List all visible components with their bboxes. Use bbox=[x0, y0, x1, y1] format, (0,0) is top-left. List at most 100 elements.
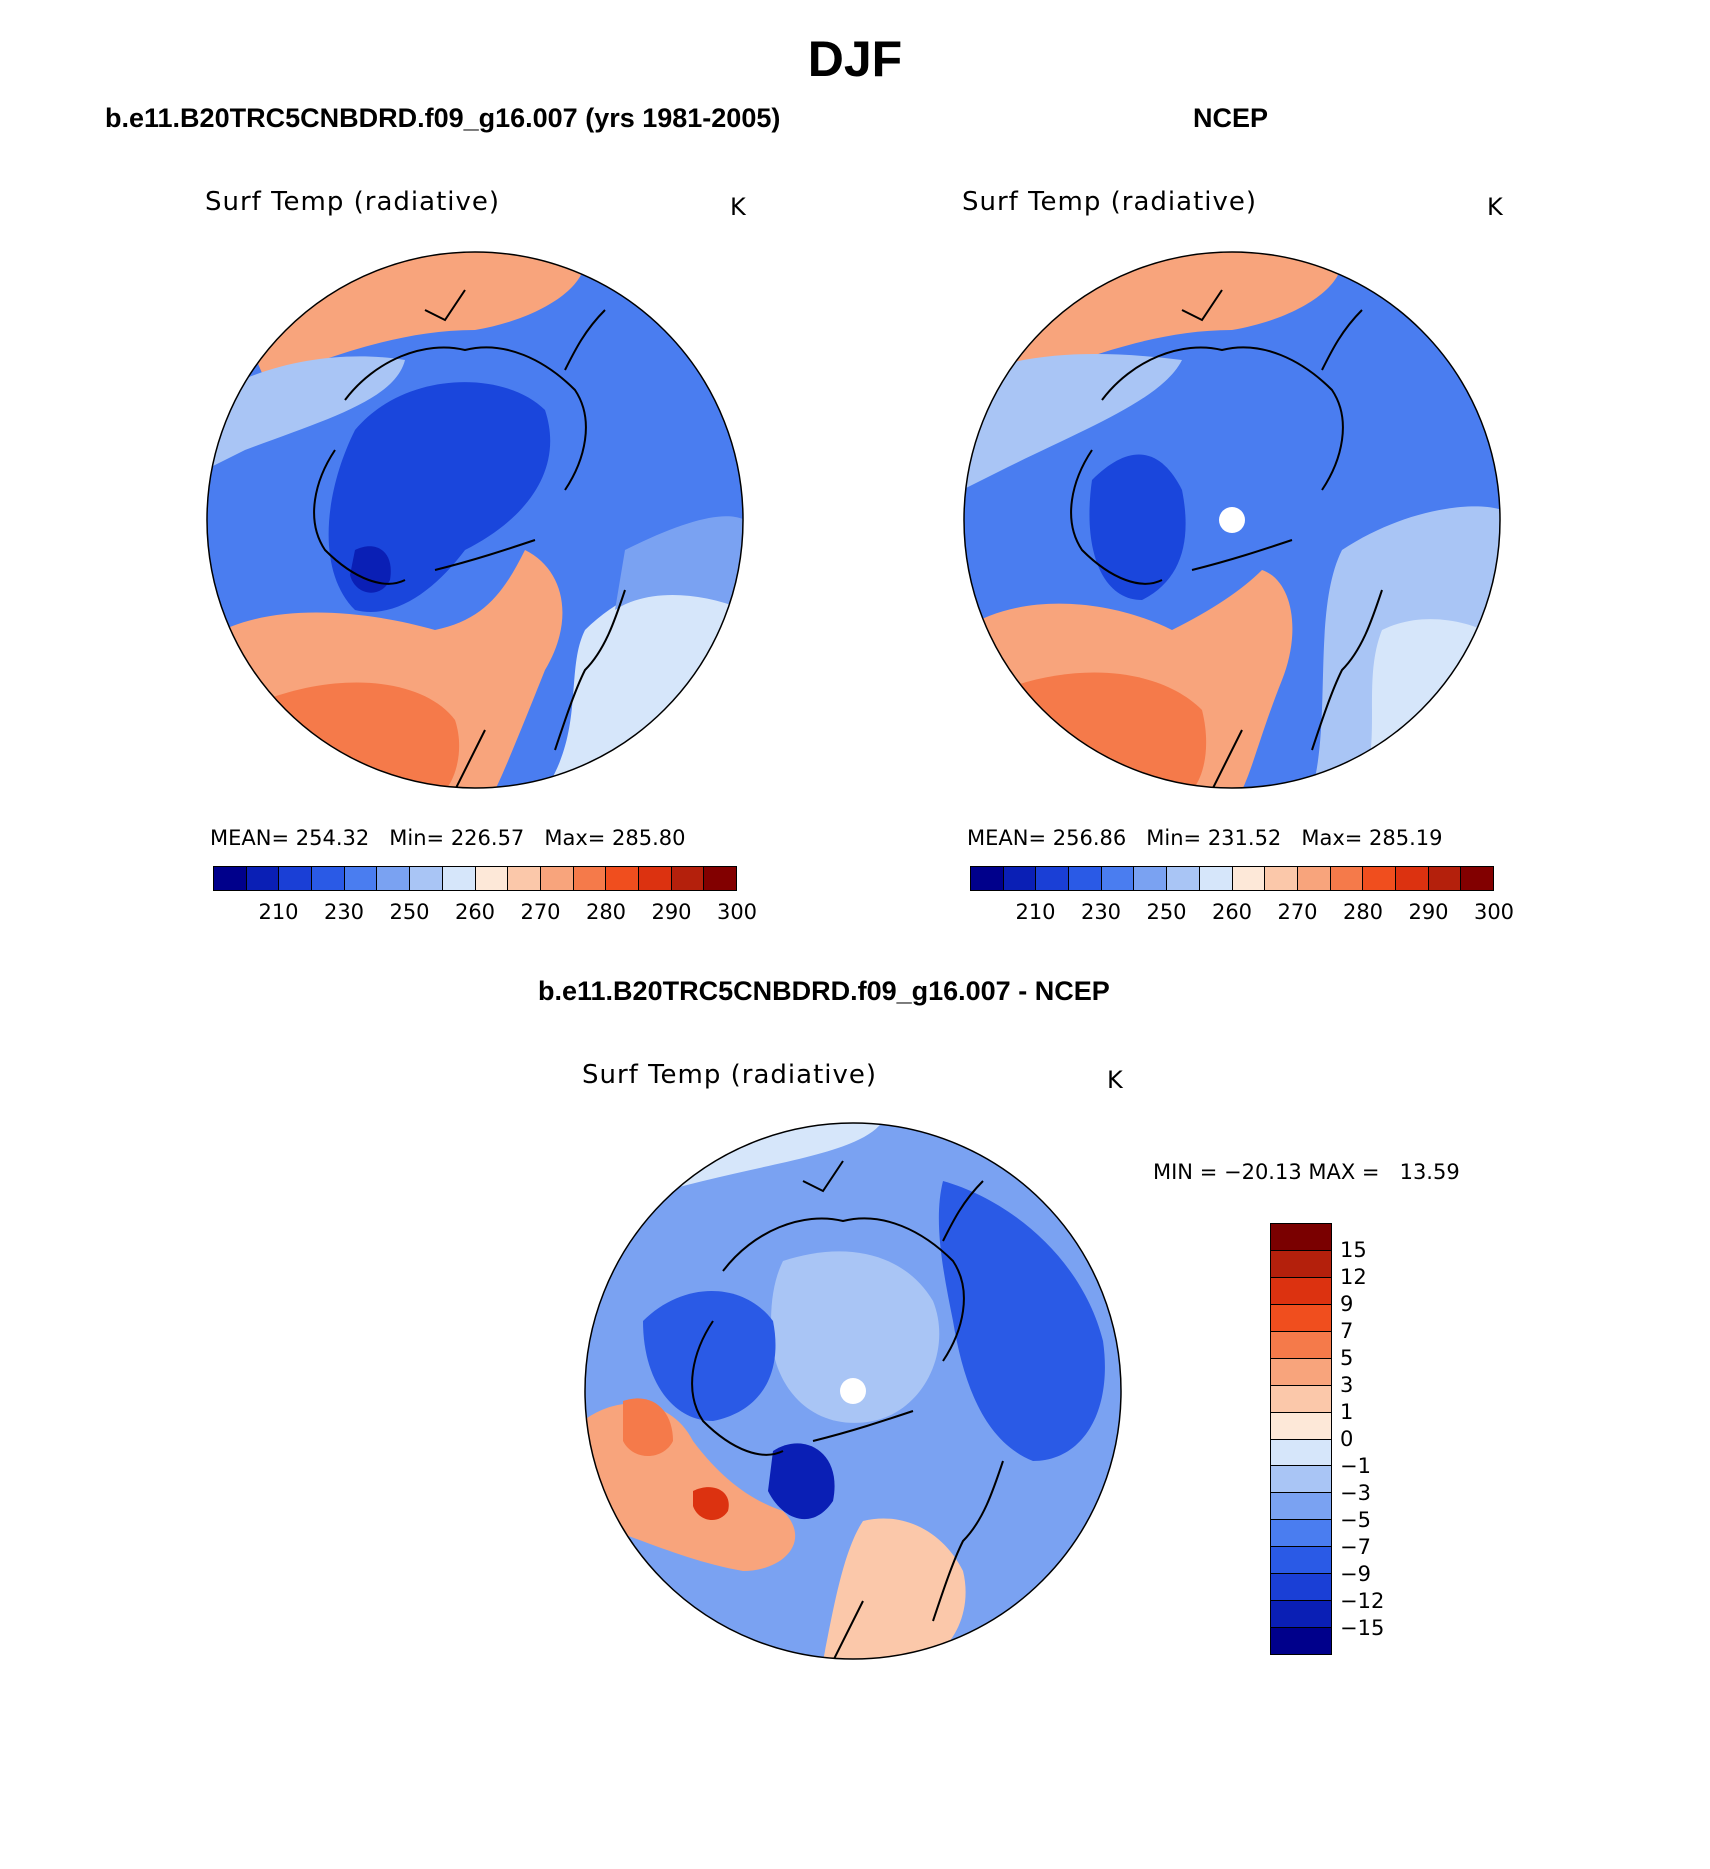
diff-colorbar-tick-label: 5 bbox=[1340, 1346, 1354, 1370]
obs-colorbar-tick-label: 300 bbox=[1473, 900, 1515, 924]
obs-pole-missing-data bbox=[1219, 507, 1245, 533]
obs-max-value: 285.19 bbox=[1369, 826, 1443, 850]
model-colorbar-swatch bbox=[344, 867, 378, 890]
obs-stats: MEAN= 256.86 Min= 231.52 Max= 285.19 bbox=[967, 826, 1443, 850]
obs-colorbar-swatch bbox=[1134, 867, 1168, 890]
model-min-label: Min= bbox=[389, 826, 445, 850]
obs-colorbar-swatch bbox=[1428, 867, 1462, 890]
diff-max-label: MAX = bbox=[1308, 1160, 1380, 1184]
obs-colorbar-swatch bbox=[1036, 867, 1070, 890]
diff-colorbar-tick-label: 9 bbox=[1340, 1292, 1354, 1316]
diff-colorbar-swatch bbox=[1271, 1628, 1331, 1654]
obs-colorbar-swatch bbox=[1297, 867, 1331, 890]
diff-max-value: 13.59 bbox=[1399, 1160, 1460, 1184]
obs-min-value: 231.52 bbox=[1207, 826, 1282, 850]
obs-colorbar-swatch bbox=[1265, 867, 1298, 890]
model-map-border bbox=[206, 251, 744, 789]
obs-mild-pacific-region bbox=[964, 354, 1182, 490]
model-max-label: Max= bbox=[544, 826, 606, 850]
diff-hot-spot bbox=[693, 1487, 729, 1521]
model-colorbar-swatch bbox=[671, 867, 705, 890]
diff-colorbar-swatch bbox=[1271, 1493, 1331, 1521]
diff-near-zero-pole-region bbox=[771, 1251, 940, 1423]
obs-colorbar-swatch bbox=[1167, 867, 1200, 890]
diff-min-label: MIN = bbox=[1153, 1160, 1218, 1184]
diff-colorbar-tick-label: −15 bbox=[1340, 1616, 1385, 1640]
diff-coldest-canada-region bbox=[768, 1443, 835, 1520]
obs-colorbar-swatch bbox=[1232, 867, 1266, 890]
model-coastline bbox=[313, 289, 626, 788]
diff-colorbar-tick-label: 1 bbox=[1340, 1400, 1354, 1424]
obs-units-label: K bbox=[1487, 193, 1503, 221]
obs-polar-map bbox=[963, 251, 1501, 789]
model-colorbar-swatch bbox=[573, 867, 607, 890]
diff-colorbar-swatch bbox=[1271, 1520, 1331, 1548]
model-colorbar-swatch bbox=[214, 867, 247, 890]
diff-variable-label: Surf Temp (radiative) bbox=[582, 1060, 878, 1090]
model-stats: MEAN= 254.32 Min= 226.57 Max= 285.80 bbox=[210, 826, 686, 850]
diff-pole-missing-data bbox=[840, 1378, 866, 1404]
obs-colorbar-ticks: 210 230 250 260 270 280 290 300 bbox=[970, 900, 1514, 928]
diff-colorbar-tick-label: 7 bbox=[1340, 1319, 1354, 1343]
model-colorbar-swatch bbox=[704, 867, 736, 890]
diff-hot-alaska-region bbox=[623, 1398, 673, 1456]
diff-colorbar-tick-label: 12 bbox=[1340, 1265, 1367, 1289]
obs-colorbar-tick-label: 280 bbox=[1342, 900, 1384, 924]
diff-colorbar-swatch bbox=[1271, 1574, 1331, 1602]
diff-colorbar-tick-label: 3 bbox=[1340, 1373, 1354, 1397]
diff-cold-canada-region bbox=[643, 1291, 776, 1421]
obs-panel-title: NCEP bbox=[1193, 103, 1269, 133]
diff-colorbar-swatch bbox=[1271, 1224, 1331, 1251]
diff-colorbar-swatch bbox=[1271, 1277, 1331, 1305]
model-colorbar-tick-label: 280 bbox=[585, 900, 627, 924]
obs-colorbar-tick-label: 290 bbox=[1408, 900, 1449, 924]
diff-colorbar-swatch bbox=[1271, 1358, 1331, 1386]
diff-cold-eurasia-region bbox=[938, 1181, 1105, 1461]
diff-colorbar-swatch bbox=[1271, 1547, 1331, 1575]
model-mid-eurasia-region bbox=[615, 516, 743, 610]
obs-mean-value: 256.86 bbox=[1052, 826, 1127, 850]
diff-colorbar-swatch bbox=[1271, 1601, 1331, 1629]
diff-colorbar-swatch bbox=[1271, 1331, 1331, 1359]
model-colorbar-swatch bbox=[540, 867, 574, 890]
model-units-label: K bbox=[730, 193, 746, 221]
obs-colorbar-swatch bbox=[971, 867, 1004, 890]
model-mild-pacific-region bbox=[207, 356, 405, 470]
obs-mean-label: MEAN= bbox=[967, 826, 1047, 850]
obs-colorbar-tick-label: 210 bbox=[1015, 900, 1056, 924]
model-colorbar-swatch bbox=[246, 867, 280, 890]
diff-stats: MIN = −20.13 MAX = 13.59 bbox=[1153, 1160, 1460, 1184]
diff-panel-title: b.e11.B20TRC5CNBDRD.f09_g16.007 - NCEP bbox=[538, 976, 1110, 1006]
obs-variable-label: Surf Temp (radiative) bbox=[962, 187, 1258, 217]
model-colorbar-tick-label: 300 bbox=[716, 900, 758, 924]
diff-map-border bbox=[584, 1122, 1122, 1660]
obs-colorbar-swatch bbox=[1003, 867, 1037, 890]
model-colorbar-swatch bbox=[442, 867, 476, 890]
obs-min-label: Min= bbox=[1146, 826, 1202, 850]
model-colorbar-tick-label: 250 bbox=[389, 900, 430, 924]
obs-colorbar-swatch bbox=[1461, 867, 1493, 890]
diff-min-value: −20.13 bbox=[1223, 1160, 1302, 1184]
model-colorbar-tick-label: 290 bbox=[651, 900, 692, 924]
model-colorbar-ticks: 210 230 250 260 270 280 290 300 bbox=[213, 900, 757, 928]
figure-title: DJF bbox=[807, 31, 903, 87]
diff-colorbar-tick-label: −1 bbox=[1340, 1454, 1371, 1478]
diff-colorbar-swatch bbox=[1271, 1439, 1331, 1467]
obs-light-eurasia-region bbox=[1362, 619, 1500, 788]
model-min-value: 226.57 bbox=[450, 826, 525, 850]
diff-colorbar-swatch bbox=[1271, 1250, 1331, 1278]
obs-colorbar-swatch bbox=[1069, 867, 1102, 890]
obs-colorbar-swatch bbox=[1363, 867, 1396, 890]
model-colorbar-swatch bbox=[508, 867, 541, 890]
model-colorbar-tick-label: 210 bbox=[258, 900, 299, 924]
diff-colorbar-swatch bbox=[1271, 1304, 1331, 1332]
model-variable-label: Surf Temp (radiative) bbox=[205, 187, 501, 217]
diff-colorbar-swatch bbox=[1271, 1385, 1331, 1413]
obs-colorbar-swatch bbox=[1101, 867, 1135, 890]
obs-deep-cold-core bbox=[1089, 454, 1186, 600]
model-mean-value: 254.32 bbox=[295, 826, 370, 850]
diff-colorbar-tick-label: 15 bbox=[1340, 1238, 1367, 1262]
model-mean-label: MEAN= bbox=[210, 826, 290, 850]
diff-colorbar-tick-label: −7 bbox=[1340, 1535, 1371, 1559]
model-colorbar-swatch bbox=[410, 867, 443, 890]
